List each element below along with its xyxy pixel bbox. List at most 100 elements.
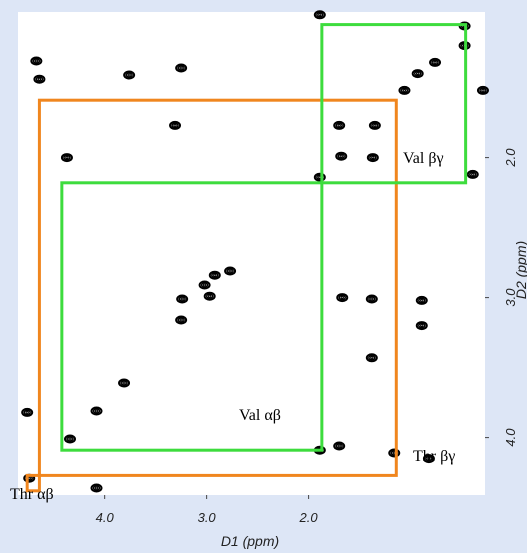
contour-ring [179,318,183,322]
peak [21,407,34,417]
peak [368,120,381,130]
peak [224,266,237,276]
contour-ring [479,87,487,94]
peak [333,120,346,130]
contour-ring [171,122,179,129]
annotation: Val αβ [239,407,281,424]
y-tick-label: 3.0 [503,288,518,307]
contour-ring [63,154,71,161]
peak [313,10,326,20]
contour-ring [94,409,99,413]
contour-ring [429,57,442,67]
contour-ring [339,154,343,158]
contour-ring [118,378,131,388]
annotation: Val βγ [403,150,444,167]
contour-ring [205,293,214,299]
contour-ring [335,443,343,449]
contour-ring [420,299,424,302]
contour-ring [203,291,216,301]
contour-ring [173,124,177,127]
peak [415,321,428,331]
peak [411,69,424,79]
contour-ring [422,454,435,464]
peak [64,434,77,444]
contour-ring [120,380,128,386]
peak [175,315,188,325]
contour-ring [318,13,322,17]
annotation: Thr αβ [10,486,54,503]
contour-ring [66,436,74,442]
contour-ring [337,153,345,159]
contour-ring [65,156,69,160]
contour-ring [202,283,207,287]
peak [60,153,73,163]
contour-ring [92,485,101,491]
contour-ring [337,124,341,127]
contour-ring [420,324,424,328]
peak [422,454,435,464]
contour-ring [33,74,46,84]
contour-ring [418,322,426,329]
contour-ring [178,296,186,302]
contour-ring [368,296,376,302]
contour-ring [198,280,211,290]
contour-ring [313,10,326,20]
contour-ring [175,315,188,325]
contour-ring [21,407,34,417]
contour-ring [92,408,101,414]
peak [123,70,136,80]
contour-ring [369,154,377,161]
region-box [25,473,41,493]
x-tick-label: 2.0 [299,510,319,525]
contour-ring [123,70,136,80]
contour-ring [127,73,131,77]
peak [365,294,378,304]
peak [366,153,379,163]
region-box [60,181,324,452]
contour-ring [176,294,189,304]
peak [335,151,348,161]
peak [208,270,221,280]
contour-ring [481,89,485,92]
contour-ring [471,173,475,176]
contour-ring [336,293,349,303]
contour-ring [90,483,103,493]
peak [90,483,103,493]
peak [175,63,188,73]
contour-ring [411,69,424,79]
contour-ring [368,120,381,130]
peak [398,85,411,95]
contour-ring [388,448,401,458]
contour-ring [368,355,376,361]
contour-ring [177,317,185,323]
contour-ring [213,273,217,277]
peak [169,120,182,130]
region-box [37,98,398,477]
peak [336,293,349,303]
contour-ring [400,87,409,94]
contour-ring [371,122,379,129]
contour-ring [370,297,374,301]
region-box [320,23,468,185]
contour-ring [122,381,126,385]
contour-ring [335,122,343,129]
contour-ring [68,437,72,441]
contour-ring [207,294,212,298]
contour-ring [469,171,477,178]
y-tick-label: 2.0 [503,148,518,168]
y-axis-label: D2 (ppm) [513,241,527,299]
contour-ring [413,70,422,77]
contour-ring [180,297,184,301]
contour-ring [333,120,346,130]
peak [30,56,43,66]
contour-ring [337,444,341,448]
peak [365,353,378,363]
contour-ring [90,406,103,416]
contour-ring [125,72,133,78]
contour-ring [402,89,407,92]
peak [476,85,489,95]
contour-ring [415,321,428,331]
contour-ring [25,411,29,414]
